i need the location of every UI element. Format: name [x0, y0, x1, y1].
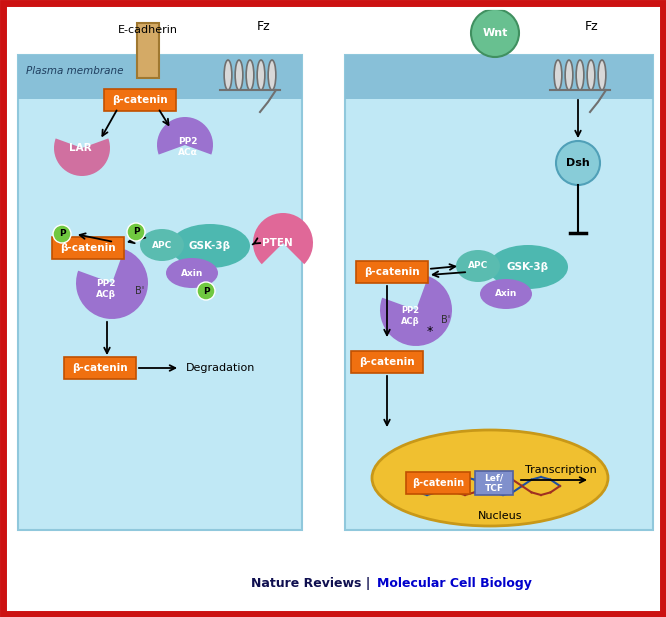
Ellipse shape	[587, 60, 595, 90]
Text: Lef/
TCF: Lef/ TCF	[484, 473, 503, 493]
Text: B': B'	[135, 286, 145, 296]
Text: β-catenin: β-catenin	[112, 95, 168, 105]
Ellipse shape	[235, 60, 243, 90]
Wedge shape	[157, 117, 213, 155]
Bar	[64, 357, 136, 379]
Ellipse shape	[166, 258, 218, 288]
Text: GSK-3β: GSK-3β	[189, 241, 231, 251]
Bar	[406, 472, 470, 494]
Ellipse shape	[257, 60, 265, 90]
Ellipse shape	[554, 60, 562, 90]
Bar	[18, 55, 302, 99]
Bar	[345, 55, 653, 530]
Ellipse shape	[268, 60, 276, 90]
Text: B': B'	[442, 315, 451, 325]
Text: β-catenin: β-catenin	[359, 357, 415, 367]
Bar	[345, 55, 653, 99]
Text: *: *	[427, 326, 433, 339]
Bar	[52, 237, 124, 259]
Ellipse shape	[456, 250, 500, 282]
Bar	[351, 351, 423, 373]
Circle shape	[53, 225, 71, 243]
Bar	[104, 89, 176, 111]
Text: PTEN: PTEN	[262, 238, 292, 248]
Text: β-catenin: β-catenin	[412, 478, 464, 488]
Ellipse shape	[372, 430, 608, 526]
Text: PP2
ACα: PP2 ACα	[178, 138, 198, 157]
Text: Axin: Axin	[180, 268, 203, 278]
Text: P: P	[59, 230, 65, 239]
Text: β-catenin: β-catenin	[60, 243, 116, 253]
Circle shape	[197, 282, 215, 300]
Text: β-catenin: β-catenin	[72, 363, 128, 373]
Text: Degradation: Degradation	[186, 363, 255, 373]
Circle shape	[127, 223, 145, 241]
Bar	[18, 55, 302, 530]
Text: Fz: Fz	[257, 20, 271, 33]
Text: PP2
ACβ: PP2 ACβ	[401, 306, 420, 326]
Ellipse shape	[170, 224, 250, 268]
Text: Transcription: Transcription	[525, 465, 597, 475]
Text: β-catenin: β-catenin	[364, 267, 420, 277]
Wedge shape	[54, 138, 110, 176]
Text: Wnt: Wnt	[482, 28, 507, 38]
Text: GSK-3β: GSK-3β	[507, 262, 549, 272]
Bar	[356, 261, 428, 283]
Text: PP2
ACβ: PP2 ACβ	[96, 280, 116, 299]
Ellipse shape	[565, 60, 573, 90]
Text: APC: APC	[152, 241, 172, 249]
Circle shape	[556, 141, 600, 185]
Text: APC: APC	[468, 262, 488, 270]
Wedge shape	[253, 213, 313, 264]
Ellipse shape	[576, 60, 584, 90]
Text: LAR: LAR	[69, 143, 91, 153]
Text: Molecular Cell Biology: Molecular Cell Biology	[377, 578, 532, 590]
Ellipse shape	[598, 60, 606, 90]
Text: Axin: Axin	[495, 289, 517, 299]
Ellipse shape	[488, 245, 568, 289]
Bar	[137, 22, 159, 78]
Text: Dsh: Dsh	[566, 158, 590, 168]
Text: P: P	[133, 228, 139, 236]
Text: E-cadherin: E-cadherin	[118, 25, 178, 35]
Wedge shape	[380, 276, 452, 346]
Ellipse shape	[224, 60, 232, 90]
Ellipse shape	[246, 60, 254, 90]
Bar	[475, 471, 513, 495]
Text: Nucleus: Nucleus	[478, 511, 522, 521]
Text: Nature Reviews |: Nature Reviews |	[251, 578, 375, 590]
Circle shape	[471, 9, 519, 57]
Text: P: P	[202, 286, 209, 296]
Text: Plasma membrane: Plasma membrane	[26, 66, 123, 76]
Wedge shape	[76, 249, 148, 319]
Ellipse shape	[480, 279, 532, 309]
Ellipse shape	[140, 229, 184, 261]
Text: Fz: Fz	[585, 20, 599, 33]
